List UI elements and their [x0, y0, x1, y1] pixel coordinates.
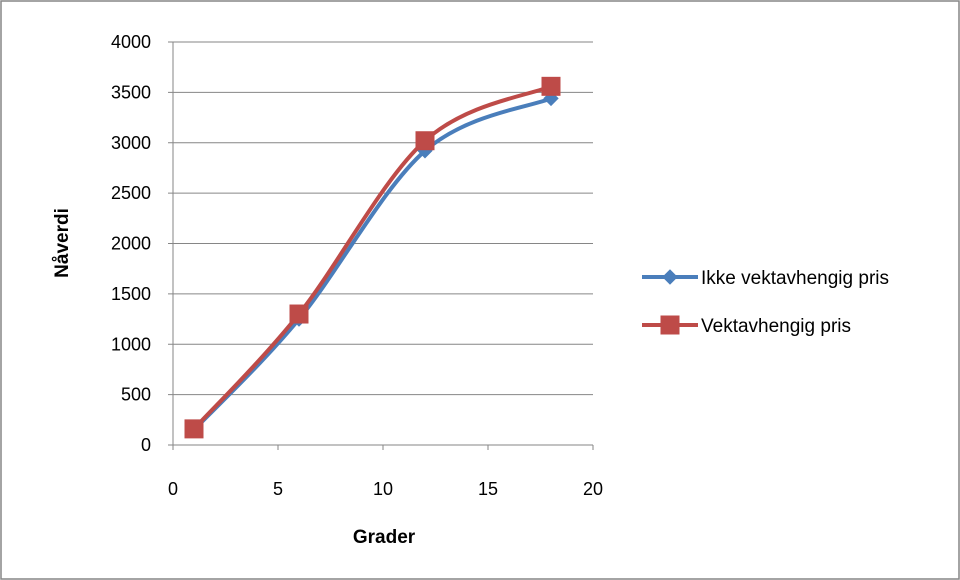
data-point-square [541, 76, 561, 96]
y-tick-label: 500 [121, 385, 151, 405]
legend-item-2: Vektavhengig pris [642, 315, 851, 337]
y-tick-label: 0 [141, 435, 151, 455]
y-tick-label: 1500 [111, 284, 151, 304]
x-axis-title: Grader [353, 527, 416, 548]
data-point-square [184, 419, 204, 439]
y-tick-label: 2500 [111, 183, 151, 203]
y-tick-label: 2000 [111, 234, 151, 254]
legend-item-1: Ikke vektavhengig pris [642, 268, 889, 289]
series-line [192, 84, 553, 431]
legend: Ikke vektavhengig pris Vektavhengig pris [642, 268, 889, 337]
x-tick-label: 0 [168, 479, 178, 499]
x-tick-label: 10 [373, 479, 393, 499]
legend-marker-square [660, 315, 680, 335]
y-tick-label: 3500 [111, 82, 151, 102]
series-2 [184, 76, 561, 439]
legend-label: Ikke vektavhengig pris [701, 268, 889, 289]
data-point-square [289, 304, 309, 324]
y-tick-label: 3000 [111, 133, 151, 153]
x-tick-label: 5 [273, 479, 283, 499]
x-tick-label: 20 [583, 479, 603, 499]
y-tick-label: 1000 [111, 334, 151, 354]
x-tick-label: 15 [478, 479, 498, 499]
legend-marker-diamond [662, 269, 678, 285]
tick-labels: 0 500 1000 1500 2000 2500 3000 3500 4000 0 5 10 15 20 [111, 32, 603, 499]
series-group [184, 76, 561, 439]
y-tick-label: 4000 [111, 32, 151, 52]
legend-label: Vektavhengig pris [701, 316, 851, 337]
data-point-square [415, 131, 435, 151]
y-axis-title: Nåverdi [52, 208, 73, 278]
axes [168, 41, 594, 450]
